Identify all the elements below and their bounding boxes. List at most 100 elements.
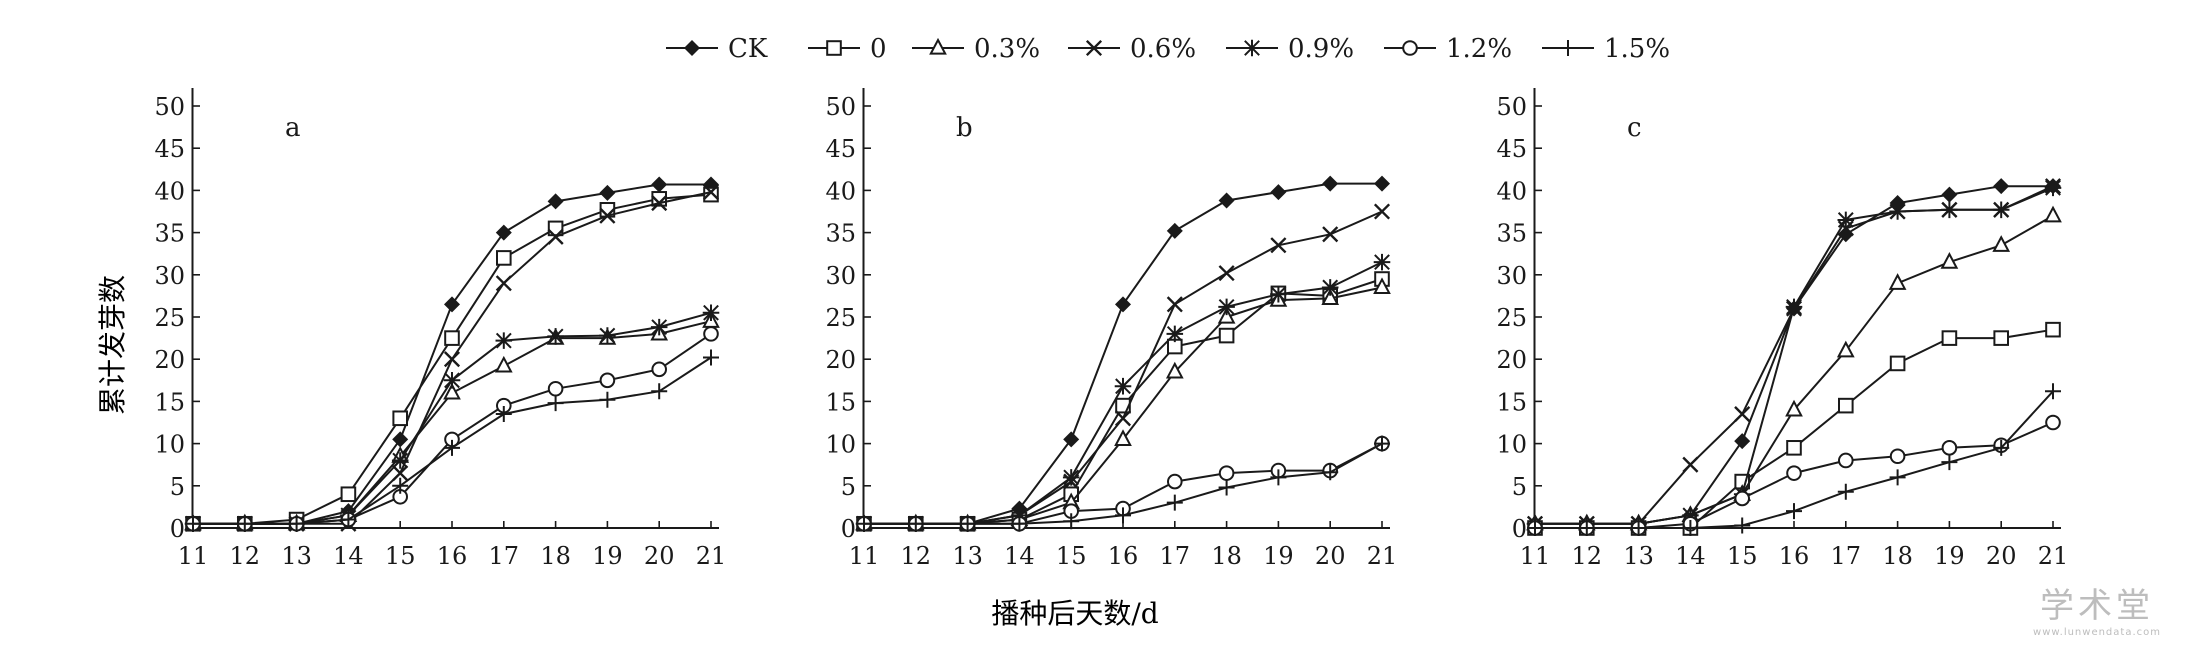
legend-marker-circle	[1402, 40, 1418, 56]
legend-item-ck: CK	[666, 34, 768, 64]
y-tick-label: 15	[154, 388, 185, 416]
data-point-asterisk	[1114, 377, 1132, 395]
data-point-plus	[1941, 454, 1958, 471]
data-point-square	[1941, 330, 1958, 346]
data-point-asterisk	[702, 304, 720, 322]
data-point-plus	[495, 406, 512, 423]
x-tick-label: 17	[489, 542, 520, 570]
data-point-circle	[599, 372, 616, 389]
data-point-plus	[1166, 494, 1183, 511]
data-point-x	[1322, 226, 1339, 243]
data-point-diamond	[1063, 431, 1080, 448]
data-point-asterisk	[1270, 285, 1287, 303]
data-point-x	[443, 351, 461, 368]
data-point-asterisk	[1166, 325, 1184, 343]
data-point-diamond	[1322, 175, 1339, 192]
data-point-triangle	[443, 382, 461, 400]
data-point-asterisk	[1785, 298, 1803, 316]
x-tick-label: 12	[230, 542, 261, 570]
legend-label: CK	[728, 34, 768, 64]
x-tick-label: 17	[1831, 542, 1862, 570]
y-tick-label: 50	[825, 93, 856, 121]
x-tick-label: 15	[1727, 542, 1758, 570]
legend-label: 0.3%	[974, 34, 1040, 64]
data-point-triangle	[1217, 306, 1236, 324]
data-point-plus	[907, 515, 924, 532]
data-point-square	[1889, 355, 1906, 372]
y-tick-label: 15	[1496, 388, 1527, 416]
data-point-asterisk	[599, 327, 616, 344]
data-point-x	[651, 195, 668, 212]
y-tick-label: 30	[1496, 262, 1527, 290]
legend-marker-diamond	[684, 40, 700, 56]
series-line	[193, 183, 711, 525]
data-point-square	[340, 486, 357, 503]
panel-label: c	[1627, 113, 1642, 143]
data-point-circle	[547, 380, 564, 397]
data-point-asterisk	[1941, 201, 1958, 219]
data-point-square	[444, 330, 460, 346]
legend-label: 0	[870, 34, 887, 64]
x-tick-label: 12	[901, 542, 932, 570]
series-0p6pct	[855, 203, 1391, 532]
series-0	[1527, 321, 2061, 536]
data-point-plus	[1682, 520, 1699, 536]
panel-label: a	[285, 113, 301, 143]
data-point-triangle	[1888, 273, 1907, 290]
data-point-plus	[703, 349, 719, 366]
legend-marker-square	[826, 40, 842, 56]
data-point-circle	[2045, 414, 2061, 431]
legend-item-1p5pct: 1.5%	[1542, 34, 1670, 64]
data-point-asterisk	[1062, 469, 1080, 486]
panel-c: 0 5 10 15 20 25 30 35 40 45 50 11 12 13 14 15 16 17 18 19 20…	[1496, 88, 2068, 570]
x-tick-label: 21	[696, 542, 727, 570]
y-tick-label: 0	[841, 515, 856, 543]
legend-marker-asterisk	[1243, 39, 1261, 57]
y-tick-label: 5	[841, 473, 856, 501]
data-point-x	[599, 207, 616, 224]
y-tick-label: 45	[825, 135, 856, 163]
panel-label: b	[956, 113, 973, 143]
data-point-asterisk	[650, 318, 668, 336]
data-point-plus	[444, 439, 460, 456]
x-tick-label: 13	[281, 542, 312, 570]
data-point-square	[1218, 327, 1235, 344]
data-point-triangle	[1114, 429, 1132, 446]
legend: CK 0 0.3% 0.6% 0.9% 1.2% 1.5%	[666, 34, 1670, 64]
data-point-circle	[703, 326, 719, 342]
data-point-diamond	[1270, 184, 1287, 201]
legend-marker-triangle	[929, 37, 947, 55]
x-tick-label: 14	[333, 542, 364, 570]
legend-item-0: 0	[808, 34, 887, 64]
data-point-plus	[1115, 507, 1131, 524]
data-point-triangle	[1992, 235, 2011, 252]
series-ck	[856, 175, 1390, 532]
x-tick-label: 14	[1004, 542, 1035, 570]
y-tick-label: 20	[825, 346, 856, 374]
data-point-plus	[1578, 520, 1595, 536]
data-point-plus	[1993, 439, 2010, 456]
data-point-x	[1270, 237, 1287, 254]
data-point-diamond	[547, 193, 564, 210]
data-point-square	[1993, 330, 2010, 346]
data-point-diamond	[1166, 222, 1183, 239]
series-0p6pct	[184, 184, 720, 532]
y-tick-label: 35	[154, 220, 185, 248]
legend-marker-plus	[1560, 40, 1576, 56]
x-tick-label: 18	[1211, 542, 1242, 570]
legend-label: 1.2%	[1446, 34, 1512, 64]
y-tick-label: 15	[825, 388, 856, 416]
data-point-triangle	[1785, 399, 1803, 417]
x-tick-label: 11	[1520, 542, 1551, 570]
data-point-asterisk	[547, 328, 564, 345]
data-point-circle	[1786, 465, 1802, 481]
legend-label: 1.5%	[1604, 34, 1670, 64]
panel-b: 0 5 10 15 20 25 30 35 40 45 50 11 12 13 14 15 16 17 18 19 20…	[825, 88, 1397, 570]
data-point-x	[1114, 410, 1132, 427]
x-tick-label: 13	[1623, 542, 1654, 570]
series-line	[1535, 328, 2054, 529]
y-tick-label: 30	[154, 262, 185, 290]
data-point-x	[702, 184, 720, 201]
data-point-asterisk	[1837, 211, 1855, 229]
x-tick-label: 20	[1315, 542, 1346, 570]
